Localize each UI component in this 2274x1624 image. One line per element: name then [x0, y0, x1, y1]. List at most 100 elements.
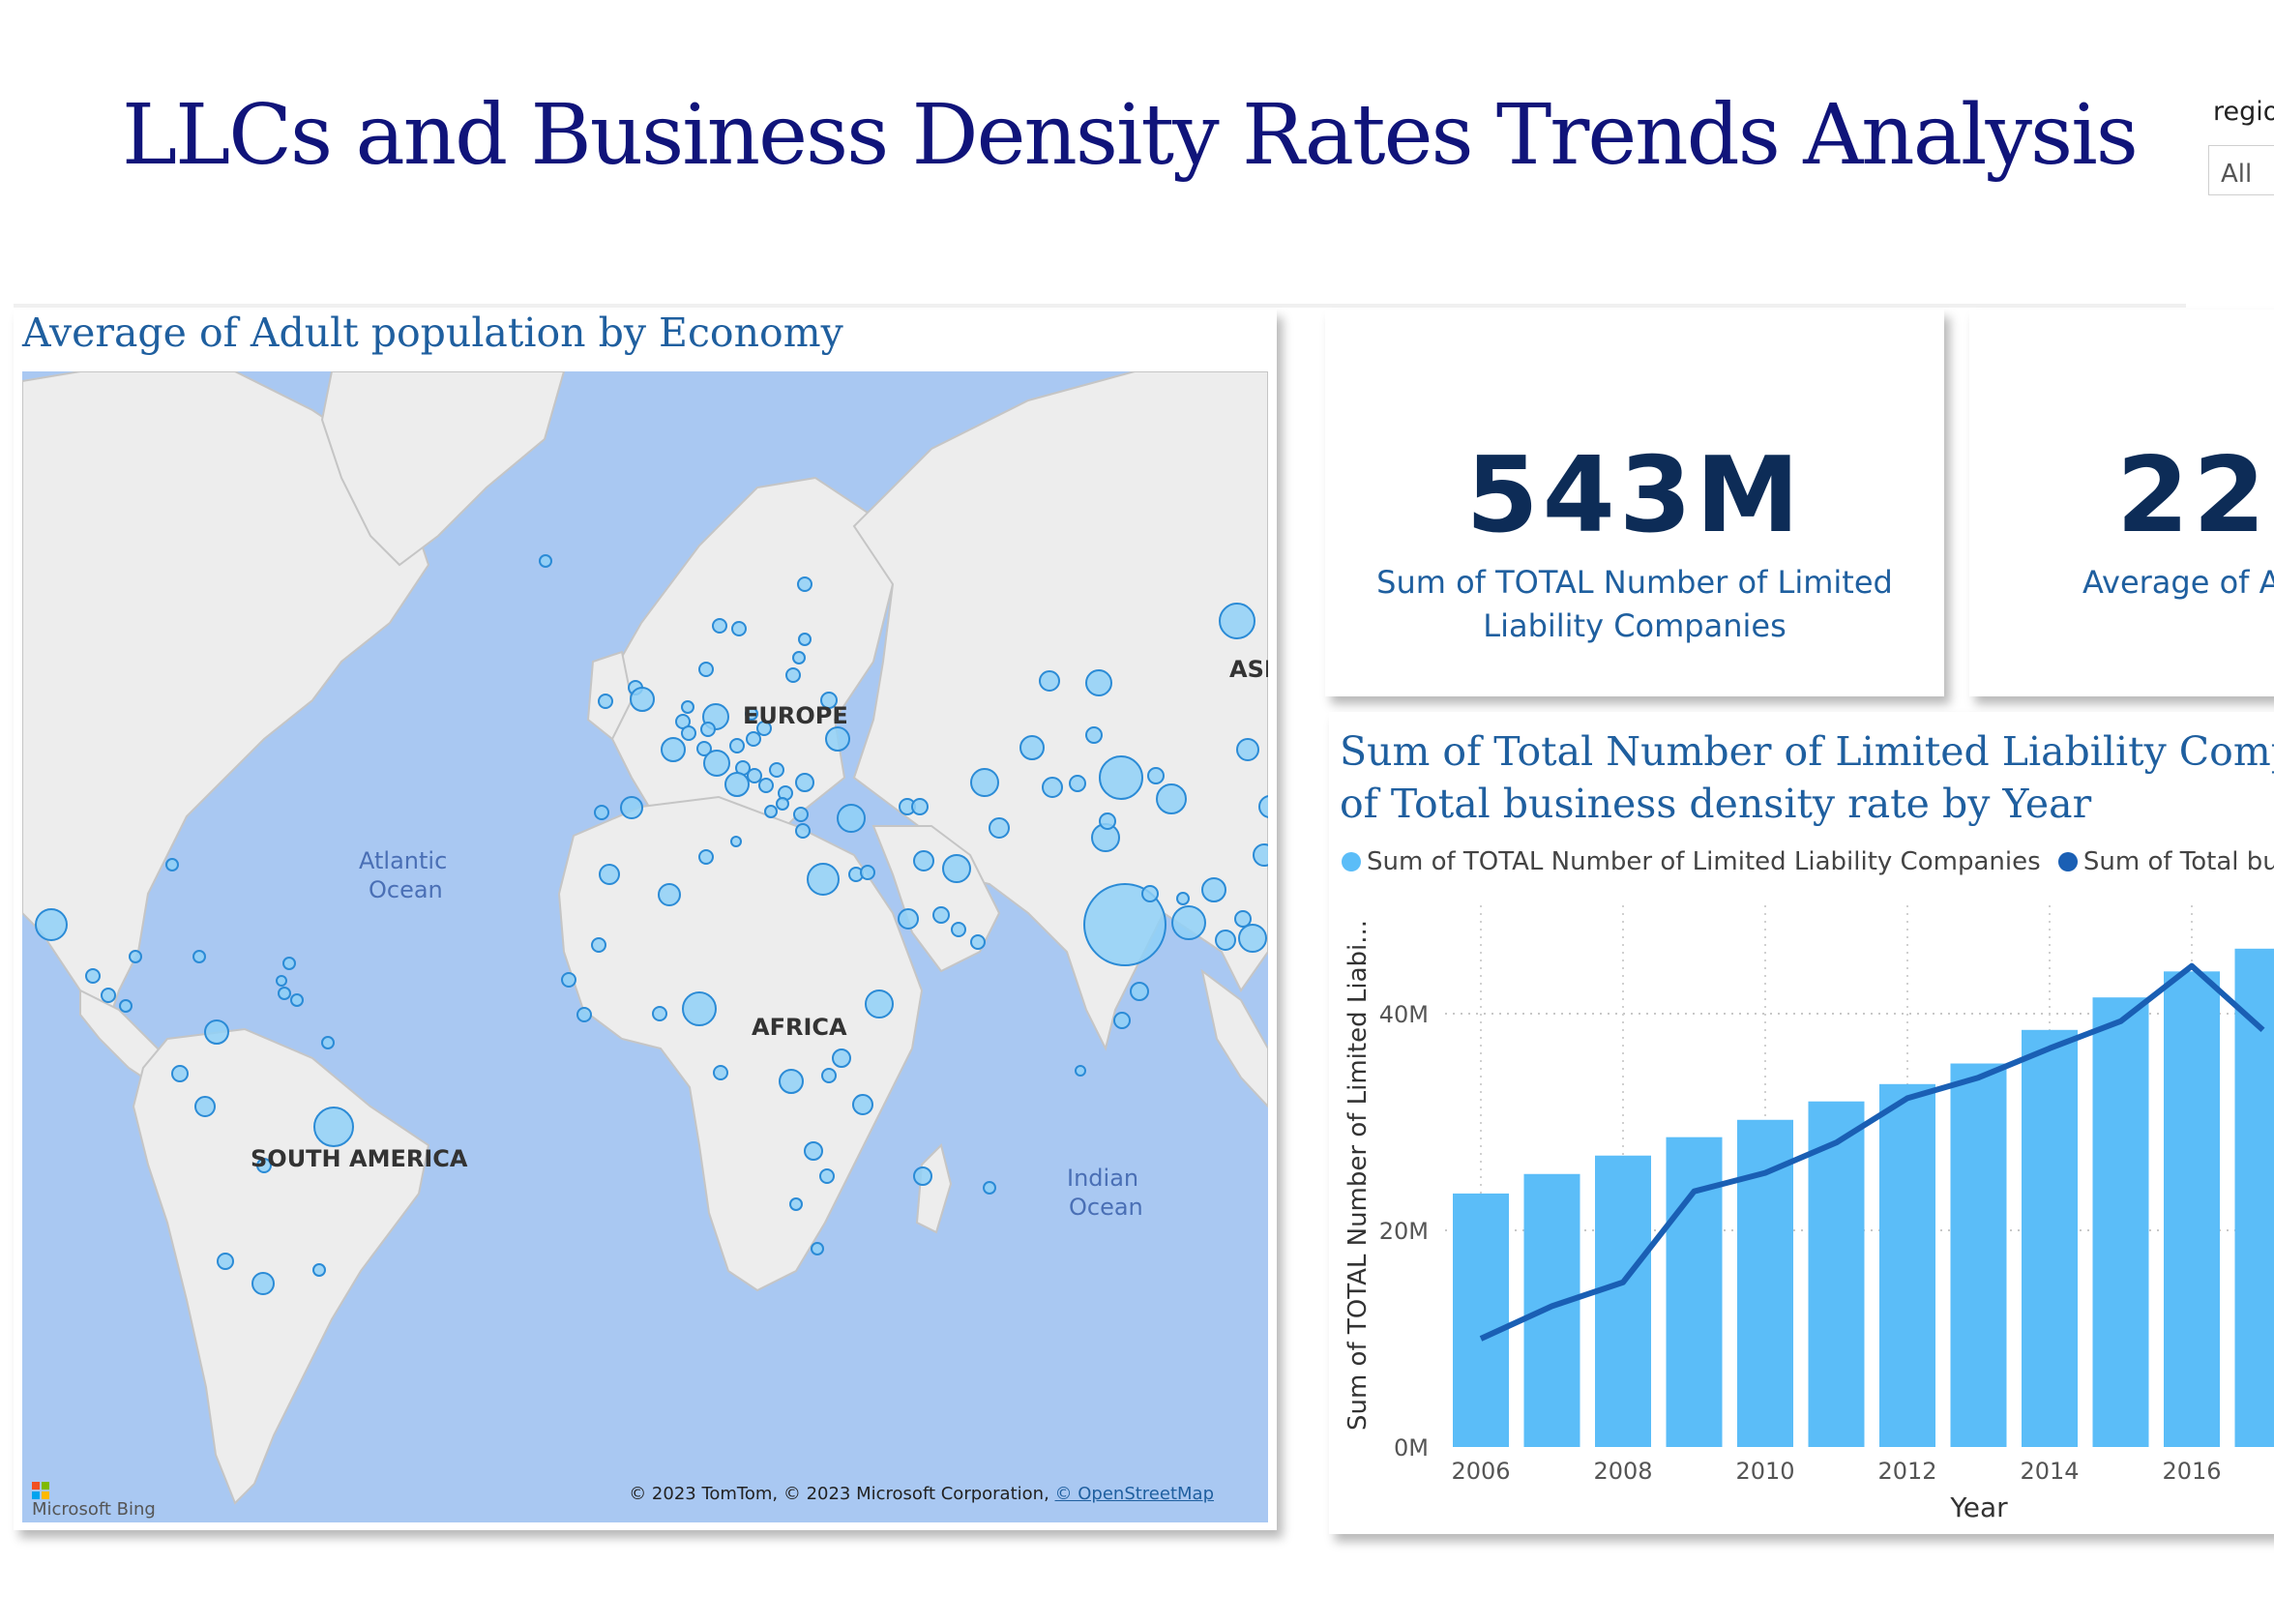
x-tick-label: 2014: [2020, 1458, 2079, 1485]
map-bubble: [204, 1019, 229, 1045]
map-bubble: [804, 1141, 823, 1161]
y-tick-label: 40M: [1379, 1001, 1429, 1028]
legend-item-llc[interactable]: Sum of TOTAL Number of Limited Liability…: [1342, 847, 2041, 876]
openstreetmap-link[interactable]: © OpenStreetMap: [1054, 1484, 1214, 1504]
map-bubble: [989, 817, 1010, 839]
map-bubble: [696, 741, 712, 756]
map-bubble: [652, 1006, 667, 1021]
map-bubble: [795, 773, 814, 792]
world-map-svg: EUROPE ASI AFRICA SOUTH AMERICA Atlantic…: [22, 371, 1268, 1522]
map-bubble: [1201, 877, 1226, 902]
map-bubble: [1019, 735, 1045, 760]
map-bubble: [276, 975, 287, 987]
x-axis-title: Year: [1949, 1491, 2008, 1523]
map-bubble: [661, 737, 686, 762]
map-bubble: [729, 738, 745, 753]
map-bubble: [1238, 924, 1267, 953]
map-bubble: [313, 1107, 354, 1147]
greenland-land: [320, 371, 566, 567]
legend-label: Sum of Total busin: [2082, 847, 2274, 876]
map-bubble: [561, 972, 576, 988]
map-bubble: [1113, 1012, 1131, 1029]
bar: [1595, 1155, 1651, 1447]
map-bubble: [682, 991, 717, 1026]
y-tick-label: 0M: [1394, 1434, 1429, 1462]
map-bubble: [700, 722, 716, 737]
indian-ocean-label-line1: Indian: [1067, 1165, 1138, 1192]
map-bubble: [795, 823, 811, 839]
map-bubble: [724, 772, 750, 797]
map-bubble: [1085, 726, 1103, 744]
map-bubble: [290, 993, 304, 1007]
map-bubble: [758, 778, 774, 793]
bar: [2234, 948, 2274, 1447]
map-bubble: [852, 1094, 873, 1115]
map-bubble: [599, 864, 620, 885]
asia-label: ASI: [1229, 656, 1268, 683]
map-bubble: [764, 805, 778, 818]
map-bubble: [1234, 910, 1252, 928]
map-bubble: [591, 937, 606, 953]
south-america-land: [132, 1027, 430, 1505]
map-bubble: [1083, 883, 1167, 966]
map-bubble: [798, 633, 812, 646]
kpi-value: 22.9: [2116, 435, 2274, 556]
population-bubbles: [35, 554, 1268, 1295]
chart-legend: Sum of TOTAL Number of Limited Liability…: [1342, 847, 2274, 876]
world-map[interactable]: EUROPE ASI AFRICA SOUTH AMERICA Atlantic…: [22, 371, 1268, 1522]
africa-label: AFRICA: [752, 1014, 847, 1041]
region-slicer-dropdown[interactable]: All: [2208, 145, 2274, 195]
legend-dot-icon: [1342, 852, 1361, 871]
bar: [1808, 1101, 1865, 1447]
x-tick-label: 2010: [1735, 1458, 1794, 1485]
combo-chart-visual[interactable]: Sum of Total Number of Limited Liability…: [1329, 712, 2274, 1534]
map-bubble: [194, 1096, 216, 1117]
kpi-label: Average of Ac: [2082, 564, 2274, 601]
region-slicer-label: regio: [2213, 97, 2274, 127]
legend-item-density[interactable]: Sum of Total busin: [2057, 847, 2274, 876]
x-tick-label: 2012: [1877, 1458, 1936, 1485]
map-bubble: [1039, 670, 1060, 692]
map-bubble: [789, 1197, 803, 1211]
map-bubble: [1130, 982, 1149, 1001]
kpi-card-llc-total[interactable]: 543M Sum of TOTAL Number of Limited Liab…: [1325, 310, 1944, 696]
map-bubble: [1085, 669, 1112, 696]
chart-title-line2: of Total business density rate by Year: [1340, 781, 2092, 827]
series-line: [1479, 962, 2265, 1342]
map-bubble: [1236, 738, 1259, 761]
map-bubble: [171, 1065, 189, 1082]
map-copyright: © 2023 TomTom, © 2023 Microsoft Corporat…: [629, 1484, 1214, 1504]
map-bubble: [594, 805, 609, 820]
map-bubble: [860, 865, 875, 880]
map-bubble: [630, 687, 655, 712]
map-bubble: [321, 1036, 335, 1049]
bar: [2092, 997, 2149, 1447]
legend-label: Sum of TOTAL Number of Limited Liability…: [1367, 847, 2041, 876]
page-title: LLCs and Business Density Rates Trends A…: [122, 87, 2139, 184]
indian-ocean-label-line2: Ocean: [1069, 1194, 1143, 1221]
map-title: Average of Adult population by Economy: [22, 310, 843, 356]
map-bubble: [1156, 783, 1187, 814]
europe-label: EUROPE: [743, 702, 848, 729]
map-bubble: [747, 768, 762, 783]
map-bubble: [1258, 795, 1268, 818]
map-bubble: [35, 908, 68, 941]
map-bubble: [745, 707, 758, 721]
map-bubble: [282, 957, 296, 970]
chart-title-line1: Sum of Total Number of Limited Liability…: [1340, 728, 2274, 775]
map-bubble: [119, 999, 133, 1013]
map-bubble: [970, 934, 986, 950]
map-bubble: [165, 858, 179, 871]
kpi-card-average[interactable]: 22.9 Average of Ac: [1969, 310, 2274, 696]
map-bubble: [779, 1069, 804, 1094]
map-bubble: [278, 987, 291, 1000]
map-bubble: [756, 721, 772, 736]
map-bubble: [1099, 755, 1143, 800]
map-bubble: [703, 750, 730, 777]
map-bubble: [620, 796, 643, 819]
map-bubble: [576, 1007, 592, 1022]
map-visual[interactable]: Average of Adult population by Economy: [14, 310, 1277, 1530]
map-bubble: [698, 662, 714, 677]
atlantic-ocean-label-line2: Ocean: [369, 876, 443, 903]
x-tick-label: 2008: [1593, 1458, 1652, 1485]
